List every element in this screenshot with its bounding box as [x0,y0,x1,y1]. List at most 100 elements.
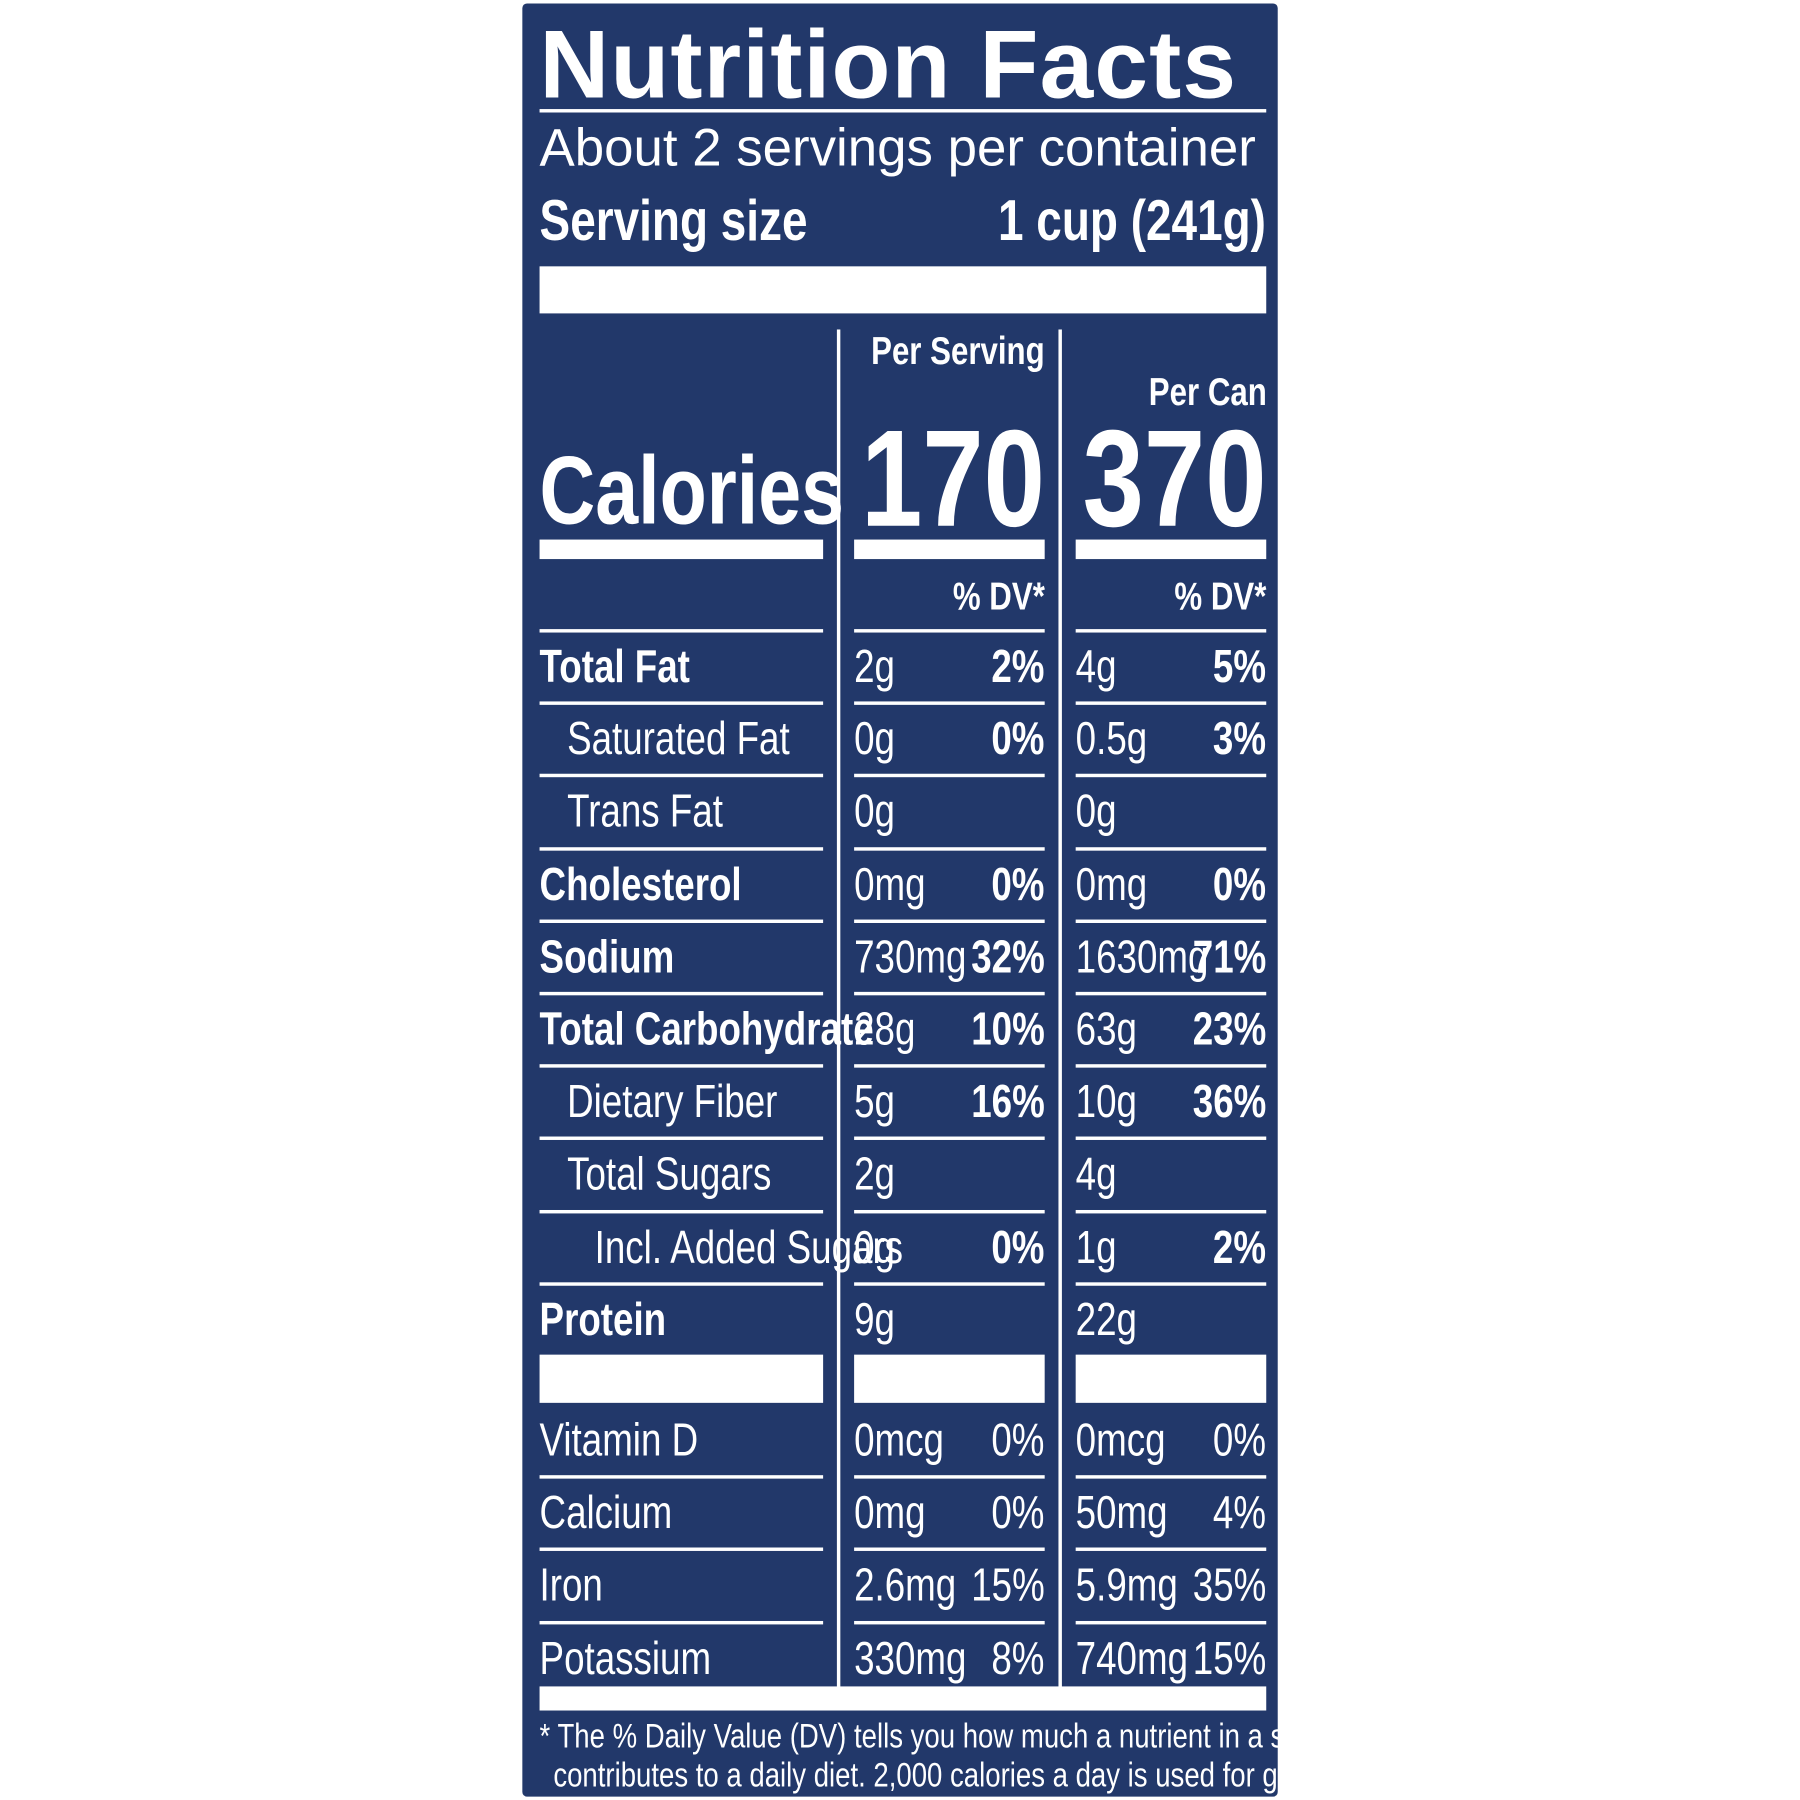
footnote: contributes to a daily diet. 2,000 calor… [553,1756,1555,1795]
serving-size-value: 1 cup (241g) [998,188,1267,253]
nutrient-name: Calcium [539,1488,673,1539]
nutrient-name: Total Carbohydrate [539,1004,874,1056]
amount: 28g [854,1004,916,1056]
amount: 0.5g [1075,714,1148,765]
nutrient-name: Iron [539,1560,603,1612]
row-rule [854,1282,1045,1286]
rule [539,109,1267,113]
amount: 4g [1075,1149,1117,1201]
row-rule [539,629,824,633]
amount: 0mcg [854,1415,944,1466]
row-rule [1075,1064,1267,1068]
row-rule [854,919,1045,923]
nutrient-name: Vitamin D [539,1415,699,1466]
row-rule [1075,1620,1267,1624]
thick-rule [1075,539,1267,560]
amount: 0g [854,714,895,765]
row-rule [1075,1547,1267,1552]
row-rule [539,701,824,706]
thick-rule [854,539,1045,560]
amount: 2.6mg [854,1560,957,1612]
row-rule [1075,919,1267,923]
daily-value: 15% [1192,1633,1267,1684]
daily-value: 0% [991,1222,1045,1273]
row-rule [539,1136,824,1141]
daily-value: 0% [991,1415,1045,1466]
row-rule [1075,629,1267,633]
amount: 0g [854,1222,895,1273]
amount: 0g [1075,786,1117,838]
daily-value: 15% [971,1560,1045,1612]
calories-label: Calories [539,436,845,545]
daily-value: 71% [1192,931,1267,983]
nutrient-name: Trans Fat [567,786,723,838]
row-rule [854,1475,1045,1479]
row-rule [854,846,1045,851]
amount: 0mg [1075,859,1148,910]
amount: 9g [854,1294,895,1346]
row-rule [854,629,1045,633]
thick-rule [539,1354,824,1403]
footnote: * The % Daily Value (DV) tells you how m… [539,1717,1452,1756]
dv-heading: % DV* [1174,575,1267,619]
row-rule [854,1209,1045,1213]
daily-value: 0% [991,714,1045,765]
calories-value: 170 [860,401,1045,556]
row-rule [539,991,824,996]
row-rule [1075,1136,1267,1141]
thick-rule [854,1354,1045,1403]
nutrient-name: Sodium [539,931,675,983]
row-rule [539,1547,824,1552]
amount: 50mg [1075,1488,1168,1539]
calories-value: 370 [1082,401,1267,556]
daily-value: 3% [1213,714,1267,765]
row-rule [854,1620,1045,1624]
daily-value: 0% [1213,859,1267,910]
daily-value: 32% [971,931,1045,983]
row-rule [1075,1475,1267,1479]
daily-value: 8% [991,1633,1045,1684]
column-divider [1058,329,1062,1688]
amount: 1630mg [1075,931,1209,983]
amount: 730mg [854,931,967,983]
amount: 1g [1075,1222,1117,1273]
amount: 5g [854,1077,895,1128]
amount: 0g [854,786,895,838]
column-divider [836,329,841,1688]
daily-value: 35% [1192,1560,1267,1612]
title: Nutrition Facts [539,10,1238,119]
nutrient-name: Incl. Added Sugars [594,1222,904,1273]
thick-rule [1075,1354,1267,1403]
daily-value: 0% [1213,1415,1267,1466]
nutrient-name: Total Sugars [567,1149,772,1201]
dv-heading: % DV* [952,575,1045,619]
nutrient-name: Dietary Fiber [567,1077,778,1128]
amount: 22g [1075,1294,1137,1346]
column-heading: Per Can [1148,370,1267,415]
amount: 0mg [854,1488,926,1539]
amount: 330mg [854,1633,967,1684]
daily-value: 2% [991,641,1045,693]
amount: 10g [1075,1077,1137,1128]
row-rule [1075,774,1267,778]
nutrient-name: Protein [539,1294,667,1346]
row-rule [539,1475,824,1479]
row-rule [539,1282,824,1286]
nutrient-name: Cholesterol [539,859,742,910]
row-rule [539,774,824,778]
row-rule [539,1209,824,1213]
amount: 0mcg [1075,1415,1166,1466]
amount: 0mg [854,859,926,910]
amount: 2g [854,641,895,693]
thick-rule [539,266,1267,314]
nutrient-name: Potassium [539,1633,712,1684]
row-rule [854,991,1045,996]
row-rule [1075,991,1267,996]
daily-value: 10% [971,1004,1045,1056]
nutrient-name: Total Fat [539,641,690,693]
amount: 740mg [1075,1633,1189,1684]
row-rule [539,919,824,923]
row-rule [854,1547,1045,1552]
daily-value: 16% [971,1077,1045,1128]
